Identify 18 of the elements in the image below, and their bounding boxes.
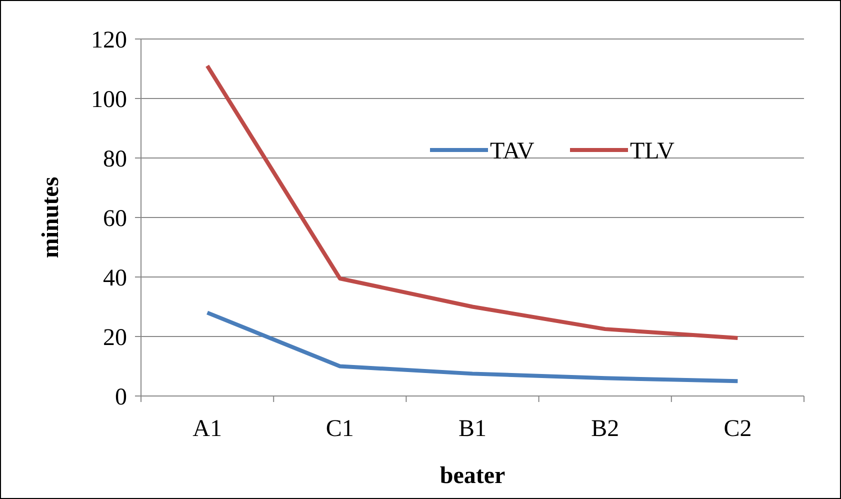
line-series (205, 310, 740, 384)
x-tick-label: B2 (591, 416, 620, 442)
legend-label: TAV (490, 138, 535, 164)
y-tick-label: 40 (103, 265, 127, 292)
y-tick-label: 80 (103, 146, 127, 172)
y-tick-label: 20 (103, 324, 127, 351)
x-tick-label: B1 (458, 416, 487, 442)
legend-label: TLV (630, 138, 676, 164)
x-tick-label: A1 (192, 416, 222, 442)
line-series (205, 64, 740, 340)
y-tick-label: 60 (103, 206, 127, 232)
x-axis-title: beater (440, 463, 506, 489)
x-tick-label: C2 (724, 416, 752, 442)
y-tick-label: 100 (91, 86, 127, 113)
x-tick-label: C1 (326, 416, 354, 442)
y-tick-label: 0 (115, 384, 127, 410)
y-tick-label: 120 (91, 27, 127, 54)
y-axis-title: minutes (38, 176, 64, 258)
